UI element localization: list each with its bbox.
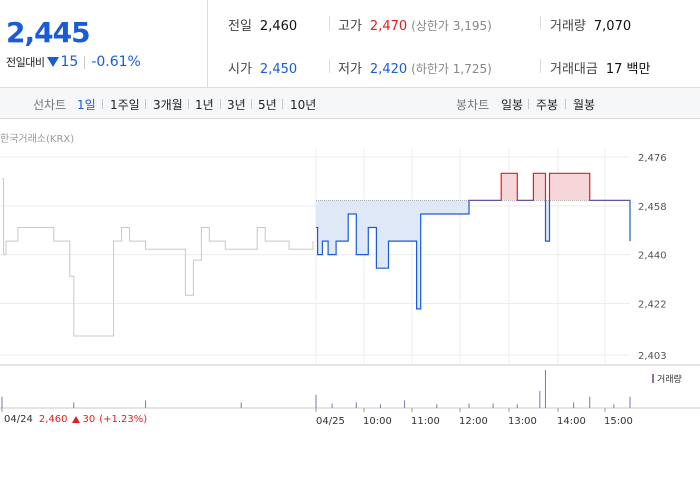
x-tick-label: 14:00 [557,416,586,427]
volume-swatch [652,374,654,383]
stat-value: 17 백만 [605,62,651,77]
x-tick-label: 10:00 [363,416,392,427]
tab-divider [282,99,283,109]
today-line-down [316,200,631,310]
stat-label: 거래대금 [550,62,598,77]
chart-axes: 2,476 2,458 2,440 2,422 2,403 04/24 04/25 10:00… [1,153,667,427]
y-tick-label: 2,476 [638,153,667,164]
change-row: 전일대비 15 -0.61% [6,54,141,70]
period-tab-5y[interactable]: 5년 [258,98,277,112]
stat-volume: 거래량 7,070 [550,15,631,34]
tab-divider [565,99,566,109]
tab-divider [251,99,252,109]
stat-value: 2,470 [369,19,408,34]
stat-open: 시가 2,450 [228,58,297,77]
change-label: 전일대비 [6,56,45,69]
chart-grid [0,148,700,409]
tab-divider [145,99,146,109]
volume-bars [1,370,631,408]
up-fill-area [316,173,630,201]
chart-lines [2,172,631,337]
data-source-label: 한국거래소(KRX) [0,134,75,145]
volume-legend-label: 거래량 [657,375,682,385]
up-triangle-icon [72,416,81,423]
x-tick-label: 13:00 [508,416,537,427]
prev-day-line [2,178,314,337]
y-tick-label: 2,422 [638,299,667,310]
tab-divider [220,99,221,109]
stat-prev-close: 전일 2,460 [228,15,297,34]
stat-label: 시가 [228,62,252,77]
x-tick-label: 12:00 [459,416,488,427]
change-amount: 15 [60,54,79,70]
chart-fill [316,173,630,309]
period-bar: 선차트 1일 1주일 3개월 1년 3년 5년 10년 봉차트 일봉 주봉 월봉 [0,88,700,119]
stat-value: 2,420 [369,62,408,77]
down-triangle-icon [47,57,60,67]
stat-value: 2,460 [259,19,298,34]
stat-trade-value: 거래대금 17 백만 [550,58,650,77]
prev-day-date: 04/24 [4,414,33,425]
stat-divider [329,16,330,30]
period-tab-1y[interactable]: 1년 [195,98,214,112]
change-rate: -0.61% [91,54,141,70]
down-fill-area [316,200,630,309]
change-divider [84,55,86,69]
candle-chart-label: 봉차트 [456,98,490,112]
stat-value: 7,070 [593,19,632,34]
x-tick-label: 04/25 [316,416,345,427]
period-tab-3y[interactable]: 3년 [227,98,246,112]
stat-label: 전일 [228,19,252,34]
price-summary: 2,445 전일대비 15 -0.61% 전일 2,460 고가 2,470 (… [0,0,700,88]
period-tab-3m[interactable]: 3개월 [153,98,183,112]
period-tab-1d[interactable]: 1일 [77,98,96,112]
candle-tab-daily[interactable]: 일봉 [501,98,524,112]
tab-divider [188,99,189,109]
stat-label: 저가 [338,62,362,77]
stat-label: 거래량 [550,19,586,34]
tab-divider [102,99,103,109]
stat-divider [329,59,330,73]
stat-divider [540,16,541,30]
stat-label: 고가 [338,19,362,34]
current-price: 2,445 [6,16,91,49]
tab-divider [528,99,529,109]
prev-day-rate: (+1.23%) [99,414,148,425]
stat-high: 고가 2,470 (상한가 3,195) [338,15,492,34]
x-tick-label: 11:00 [411,416,440,427]
period-tab-10y[interactable]: 10년 [290,98,317,112]
y-tick-label: 2,458 [638,202,667,213]
stat-divider [540,59,541,73]
period-tab-1w[interactable]: 1주일 [110,98,140,112]
upper-limit: (상한가 3,195) [411,19,492,33]
line-chart-label: 선차트 [33,98,67,112]
stat-value: 2,450 [259,62,298,77]
candle-tab-monthly[interactable]: 월봉 [573,98,596,112]
y-tick-label: 2,440 [638,251,667,262]
prev-day-close: 2,460 [38,414,68,425]
y-tick-label: 2,403 [638,351,667,362]
lower-limit: (하한가 1,725) [411,62,492,76]
x-tick-label: 15:00 [604,416,633,427]
candle-tab-weekly[interactable]: 주봉 [536,98,559,112]
prev-day-change: 30 [82,414,96,425]
stat-low: 저가 2,420 (하한가 1,725) [338,58,492,77]
volume-legend: 거래량 [652,372,682,385]
prev-day-info: 04/24 2,460 30 (+1.23%) [4,414,147,425]
current-price-box: 2,445 전일대비 15 -0.61% [0,0,208,88]
